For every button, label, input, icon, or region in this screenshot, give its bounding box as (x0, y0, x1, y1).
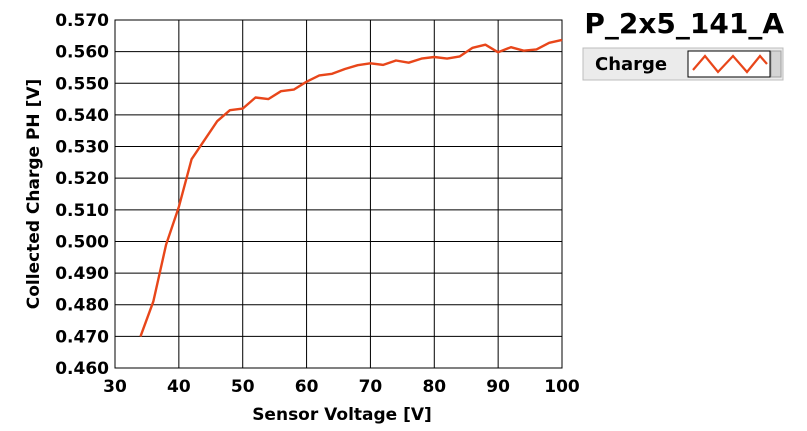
series-layer (139, 38, 563, 337)
x-tick-label: 50 (231, 377, 255, 397)
x-axis-title: Sensor Voltage [V] (252, 405, 432, 425)
legend-swatch (687, 50, 771, 78)
x-tick-label: 80 (422, 377, 446, 397)
x-tick-label: 100 (544, 377, 580, 397)
y-tick-label: 0.560 (55, 43, 109, 63)
series-line-charge (139, 38, 563, 337)
legend-swatch-line (692, 54, 768, 74)
x-tick-labels: 30 40 50 60 70 80 90 100 (103, 377, 580, 397)
y-tick-label: 0.470 (55, 327, 109, 347)
y-tick-label: 0.500 (55, 232, 109, 252)
chart-title: P_2x5_141_A (584, 7, 784, 40)
y-tick-label: 0.570 (55, 11, 109, 31)
y-tick-labels: 0.460 0.470 0.480 0.490 0.500 0.510 0.520 0.530… (55, 11, 109, 379)
grid (114, 19, 563, 369)
y-axis-title: Collected Charge PH [V] (24, 79, 44, 310)
y-tick-label: 0.530 (55, 138, 109, 158)
y-tick-label: 0.480 (55, 296, 109, 316)
x-tick-label: 60 (295, 377, 319, 397)
y-tick-label: 0.490 (55, 264, 109, 284)
x-tick-label: 30 (103, 377, 127, 397)
y-tick-label: 0.550 (55, 74, 109, 94)
y-tick-label: 0.460 (55, 359, 109, 379)
y-tick-label: 0.520 (55, 169, 109, 189)
legend: Charge (582, 47, 784, 81)
plot-area (114, 19, 563, 369)
x-tick-label: 40 (167, 377, 191, 397)
legend-entry-label: Charge (595, 54, 667, 75)
x-tick-label: 90 (486, 377, 510, 397)
legend-scroll-edge (770, 50, 782, 78)
x-tick-label: 70 (359, 377, 383, 397)
y-tick-label: 0.510 (55, 201, 109, 221)
y-tick-label: 0.540 (55, 106, 109, 126)
